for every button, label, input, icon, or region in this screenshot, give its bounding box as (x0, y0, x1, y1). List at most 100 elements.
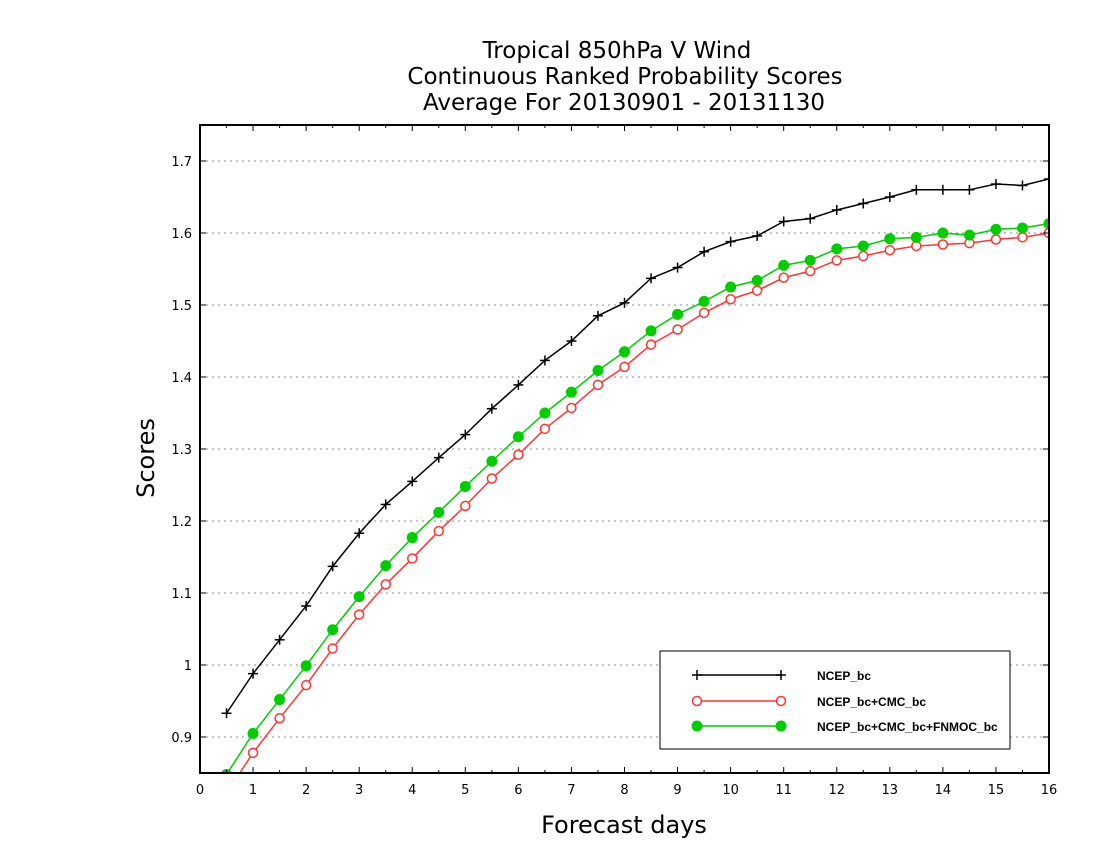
series-2 (221, 218, 1049, 773)
data-point (619, 346, 630, 358)
data-point (380, 560, 392, 572)
data-point (460, 500, 471, 512)
data-point (672, 262, 683, 273)
x-tick-label: 13 (882, 783, 899, 798)
legend-marker (691, 695, 703, 707)
data-point (486, 455, 498, 467)
data-point (911, 184, 922, 195)
data-point (725, 236, 736, 247)
chart-title-line-1: Tropical 850hPa V Wind (482, 38, 752, 64)
data-point (513, 449, 524, 461)
data-point (831, 243, 843, 255)
data-point (512, 431, 524, 443)
legend: NCEP_bc NCEP_bc+CMC_bc NCEP_bc+CMC_bc+FNMO… (659, 650, 1011, 750)
data-point (990, 223, 1002, 235)
x-tick-label: 16 (1041, 783, 1058, 798)
data-point (646, 273, 657, 284)
data-point (513, 379, 524, 390)
x-tick-label: 7 (567, 783, 575, 798)
legend-item: NCEP_bc+CMC_bc (691, 695, 926, 709)
data-point (248, 668, 259, 679)
data-point (566, 336, 577, 346)
data-point (380, 499, 391, 510)
data-point (565, 386, 577, 398)
data-point (937, 239, 949, 250)
data-point (486, 403, 497, 414)
data-point (645, 325, 657, 337)
legend-label: NCEP_bc+CMC_bc (817, 695, 926, 709)
data-point (778, 272, 789, 283)
data-point (301, 600, 312, 611)
y-tick-label: 1.1 (171, 587, 192, 602)
data-point (406, 532, 418, 544)
data-point (327, 643, 338, 654)
data-point (831, 204, 842, 215)
data-point (1017, 232, 1028, 243)
x-tick-label: 2 (302, 783, 310, 798)
y-tick-label: 1.5 (171, 299, 192, 314)
legend-marker (776, 670, 786, 680)
axis-ticks: 0.911.11.21.31.41.51.61.70 1 2 3 4 5 6 7 8 9 10 11 1… (171, 125, 1057, 798)
data-point (698, 307, 710, 319)
data-point (672, 308, 684, 320)
data-point (274, 713, 285, 724)
data-point (222, 789, 231, 798)
data-point (937, 184, 948, 195)
x-tick-label: 6 (514, 783, 522, 798)
data-point (407, 553, 418, 564)
data-point (884, 192, 895, 202)
x-tick-label: 14 (935, 783, 952, 798)
series-line (225, 178, 1049, 714)
data-point (247, 727, 259, 739)
x-tick-label: 3 (355, 783, 363, 798)
x-tick-label: 1 (249, 783, 257, 798)
data-point (725, 281, 737, 293)
data-point (247, 747, 259, 759)
chart-title-line-2: Continuous Ranked Probability Scores (407, 64, 842, 90)
y-tick-label: 1.3 (171, 443, 192, 458)
data-point (221, 708, 232, 719)
x-axis-label: Forecast days (541, 811, 707, 839)
data-point (1043, 218, 1049, 230)
data-point (1017, 180, 1028, 191)
data-point (937, 227, 949, 239)
data-point (407, 476, 418, 487)
data-point (353, 609, 365, 620)
data-point (327, 561, 338, 572)
data-point (910, 231, 922, 243)
data-point (274, 694, 286, 706)
data-point (858, 198, 869, 209)
data-point (486, 473, 498, 484)
data-point (459, 480, 471, 492)
data-point (327, 624, 339, 636)
data-point (857, 240, 869, 252)
x-tick-label: 11 (775, 783, 792, 798)
data-point (433, 525, 445, 537)
legend-marker (691, 720, 703, 732)
data-point (831, 255, 842, 266)
data-point (460, 429, 471, 440)
series-layer (221, 174, 1049, 798)
data-point (619, 297, 630, 308)
data-point (990, 234, 1002, 245)
data-point (539, 423, 551, 435)
data-point (619, 361, 630, 373)
y-tick-label: 1.4 (171, 371, 192, 386)
data-point (858, 250, 869, 262)
data-point (353, 591, 365, 603)
data-point (645, 339, 657, 350)
data-point (566, 402, 577, 414)
data-point (752, 230, 763, 241)
y-axis-label: Scores (132, 418, 160, 498)
data-point (778, 259, 790, 271)
data-point (1044, 174, 1049, 184)
y-tick-label: 0.9 (171, 731, 192, 746)
data-point (539, 355, 550, 366)
data-point (963, 229, 975, 241)
data-point (354, 528, 365, 539)
legend-item: NCEP_bc+CMC_bc+FNMOC_bc (691, 720, 998, 734)
data-point (751, 275, 763, 287)
x-tick-label: 12 (828, 783, 845, 798)
legend-marker (692, 670, 702, 680)
